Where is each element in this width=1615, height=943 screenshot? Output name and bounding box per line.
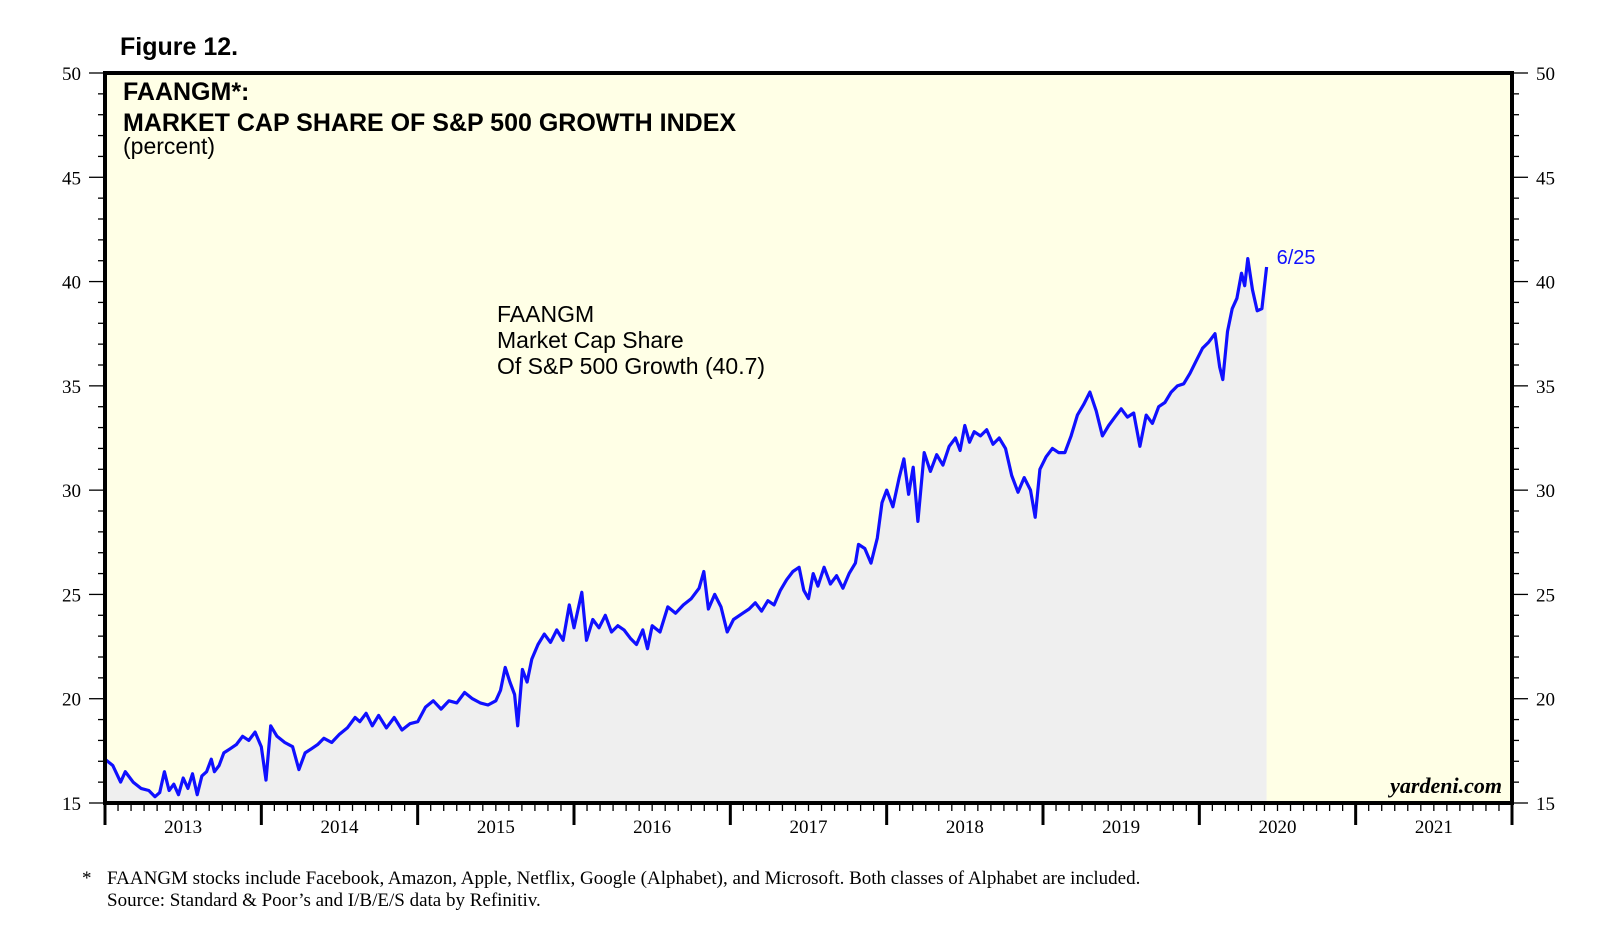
footnote-marker: * xyxy=(82,868,92,889)
x-tick-label: 2014 xyxy=(321,817,360,838)
x-tick-label: 2017 xyxy=(790,817,828,838)
y-tick-label-left: 45 xyxy=(62,168,81,189)
y-tick-label-right: 25 xyxy=(1536,585,1555,606)
y-tick-label-left: 15 xyxy=(62,794,81,815)
y-tick-label-left: 25 xyxy=(62,585,81,606)
y-tick-label-right: 40 xyxy=(1536,273,1555,294)
series-line xyxy=(103,257,1269,799)
y-axis-left: 15 20 25 30 35 40 45 50 xyxy=(62,64,105,815)
x-tick-label: 2020 xyxy=(1259,817,1297,838)
y-tick-label-right: 50 xyxy=(1536,64,1555,85)
series-annotation-line1: FAANGM xyxy=(497,301,594,327)
y-tick-label-left: 40 xyxy=(62,273,81,294)
y-tick-label-right: 35 xyxy=(1536,377,1555,398)
end-date-label: 6/25 xyxy=(1277,247,1316,269)
y-tick-label-left: 35 xyxy=(62,377,81,398)
x-tick-label: 2018 xyxy=(946,817,984,838)
y-axis-right: 15 20 25 30 35 40 45 50 xyxy=(1512,64,1555,815)
x-tick-label: 2021 xyxy=(1415,817,1453,838)
x-tick-label: 2015 xyxy=(477,817,515,838)
x-axis: 2013 2014 2015 2016 2017 2018 2019 2020 2021 xyxy=(103,803,1514,838)
series-annotation-line3: Of S&P 500 Growth (40.7) xyxy=(497,353,765,379)
footnote-line1: FAANGM stocks include Facebook, Amazon, … xyxy=(107,868,1140,889)
y-tick-label-left: 20 xyxy=(62,690,81,711)
y-tick-label-left: 50 xyxy=(62,64,81,85)
y-tick-label-right: 20 xyxy=(1536,690,1555,711)
y-tick-label-right: 30 xyxy=(1536,481,1555,502)
footnote-line2: Source: Standard & Poor’s and I/B/E/S da… xyxy=(107,890,541,911)
series-annotation-line2: Market Cap Share xyxy=(497,327,684,353)
y-tick-label-right: 45 xyxy=(1536,168,1555,189)
x-tick-label: 2019 xyxy=(1102,817,1140,838)
chart-subtitle: (percent) xyxy=(123,133,215,159)
chart-title-line2: MARKET CAP SHARE OF S&P 500 GROWTH INDEX xyxy=(123,109,736,137)
brand-watermark: yardeni.com xyxy=(1387,773,1502,798)
figure-label: Figure 12. xyxy=(120,33,238,61)
chart-title-line1: FAANGM*: xyxy=(123,78,249,106)
x-tick-label: 2013 xyxy=(164,817,202,838)
y-tick-label-left: 30 xyxy=(62,481,81,502)
y-tick-label-right: 15 xyxy=(1536,794,1555,815)
series-area-fill xyxy=(105,258,1267,804)
x-tick-label: 2016 xyxy=(633,817,671,838)
